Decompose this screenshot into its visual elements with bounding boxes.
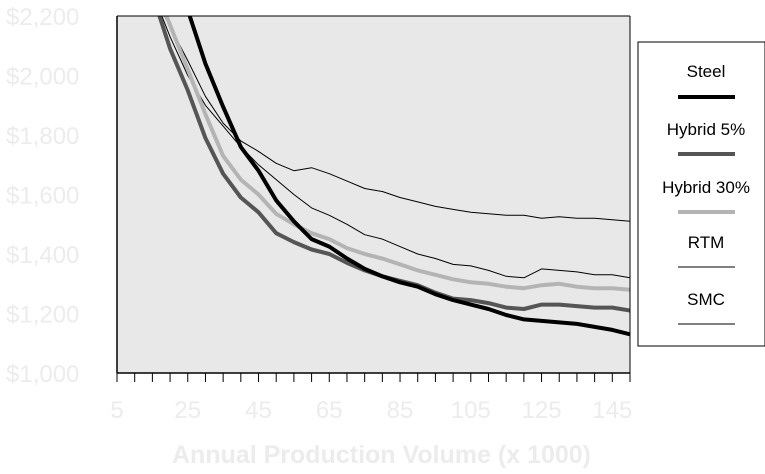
- x-tick-label: 125: [522, 397, 562, 424]
- x-tick-label: 85: [387, 397, 414, 424]
- y-tick-labels: $1,000 $1,200 $1,400 $1,600 $1,800 $2,000 $2,2…: [6, 4, 79, 388]
- legend-box: [637, 41, 765, 347]
- x-tick-label: 65: [316, 397, 343, 424]
- y-tick-label: $1,200: [6, 302, 79, 329]
- x-tick-label: 105: [451, 397, 491, 424]
- series-line-smc: [161, 16, 630, 279]
- x-tick-label: 5: [110, 397, 123, 424]
- legend-label-rtm: RTM: [688, 233, 725, 252]
- y-tick-label: $1,800: [6, 123, 79, 150]
- x-tick-label: 145: [592, 397, 632, 424]
- legend-label-smc: SMC: [687, 290, 725, 309]
- series-layer: [157, 16, 630, 337]
- y-tick-label: $2,200: [6, 4, 79, 31]
- y-tick-label: $1,000: [6, 361, 79, 388]
- x-tick-labels: 5 25 45 65 85 105 125 145: [110, 397, 632, 424]
- axes-layer: [116, 15, 631, 374]
- y-tick-label: $2,000: [6, 64, 79, 91]
- x-tick-label: 25: [174, 397, 201, 424]
- plot-area: [117, 16, 630, 373]
- y-tick-label: $1,400: [6, 242, 79, 269]
- series-line-rtm: [163, 16, 630, 222]
- x-tick-marks: [116, 373, 631, 382]
- series-line-hybrid-30: [164, 16, 630, 292]
- x-tick-label: 45: [245, 397, 272, 424]
- legend-label-hybrid-30: Hybrid 30%: [662, 178, 750, 197]
- y-tick-label: $1,600: [6, 183, 79, 210]
- legend-label-hybrid-5: Hybrid 5%: [667, 120, 745, 139]
- series-line-steel: [187, 16, 630, 337]
- legend-label-steel: Steel: [687, 62, 726, 81]
- x-axis-title: Annual Production Volume (x 1000): [172, 441, 591, 469]
- legend: Steel Hybrid 5% Hybrid 30% RTM SMC: [637, 41, 765, 347]
